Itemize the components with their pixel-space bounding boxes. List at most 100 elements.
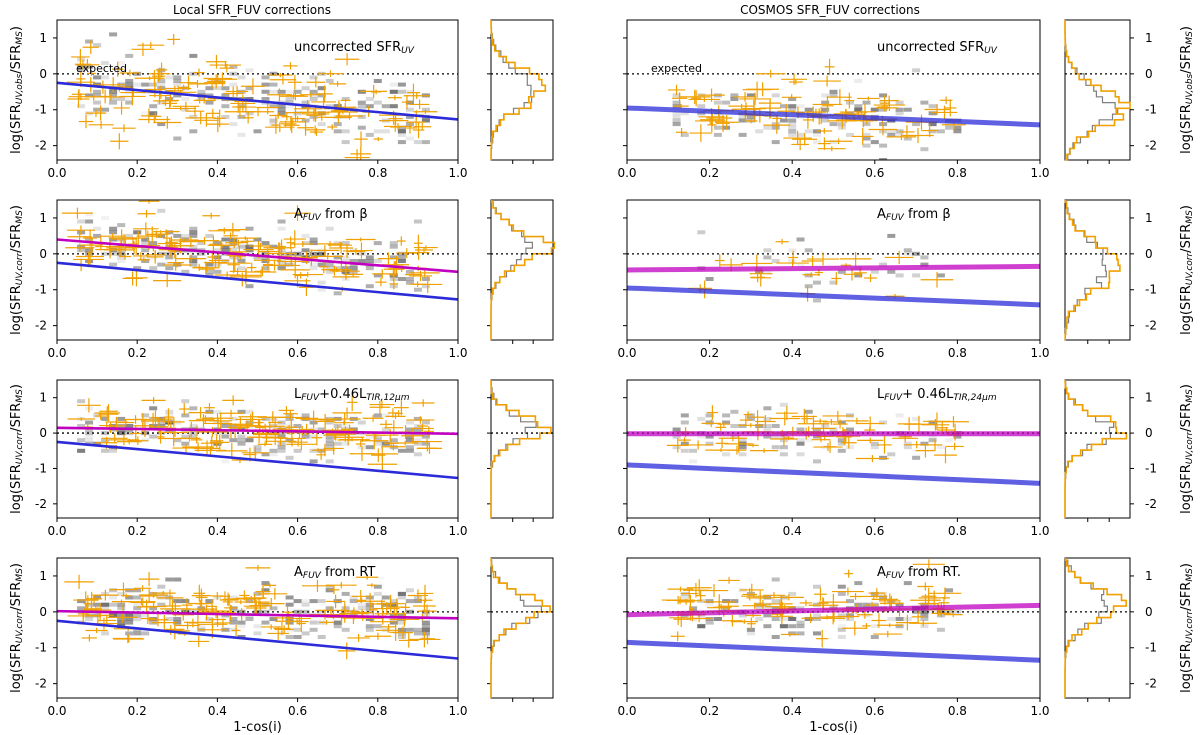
data-point — [245, 269, 277, 275]
density-cell — [879, 262, 888, 267]
density-cell — [796, 427, 805, 432]
data-point — [286, 438, 317, 450]
y-tick-label: 0 — [39, 67, 47, 81]
density-cell — [870, 140, 879, 145]
density-cell — [205, 86, 214, 91]
data-point — [254, 266, 271, 277]
density-cell — [928, 122, 937, 127]
density-cell — [821, 100, 830, 105]
density-cell — [197, 251, 206, 256]
density-cell — [389, 602, 398, 607]
data-point — [746, 590, 774, 605]
density-cell — [779, 118, 788, 123]
density-cell — [77, 606, 86, 611]
data-point — [81, 236, 103, 254]
density-cell — [157, 82, 166, 87]
density-cell — [333, 291, 342, 296]
density-cell — [125, 82, 134, 87]
density-cell — [405, 599, 414, 604]
density-cell — [854, 104, 863, 109]
density-cell — [149, 111, 158, 116]
density-cell — [117, 617, 126, 621]
density-cell — [261, 602, 270, 607]
data-point — [791, 138, 809, 151]
data-point — [73, 591, 99, 609]
data-point — [99, 233, 126, 240]
density-cell — [697, 230, 706, 235]
data-point — [149, 86, 170, 105]
x-tick-label: 0.8 — [368, 166, 387, 180]
density-cell — [157, 208, 166, 213]
density-cell — [421, 627, 430, 632]
data-point — [733, 92, 757, 102]
density-cell — [373, 584, 382, 589]
data-point — [396, 248, 418, 258]
data-point — [76, 247, 105, 266]
data-point — [218, 254, 251, 272]
density-cell — [277, 111, 286, 116]
density-cell — [397, 627, 406, 632]
data-point — [229, 268, 246, 275]
density-cell — [373, 273, 382, 278]
density-cell — [109, 93, 118, 98]
hist-data-step — [1064, 20, 1131, 161]
data-point — [82, 604, 91, 616]
density-cell — [846, 599, 854, 604]
data-point — [297, 119, 314, 136]
plot-area — [57, 200, 458, 301]
density-cell — [277, 219, 286, 224]
data-point — [769, 411, 801, 426]
data-point — [902, 127, 934, 144]
data-point — [112, 124, 136, 133]
density-cell — [165, 413, 174, 418]
density-cell — [895, 107, 904, 112]
density-cell — [796, 438, 805, 443]
density-cell — [109, 588, 118, 593]
density-cell — [253, 129, 262, 134]
density-cell — [413, 631, 422, 636]
density-cell — [133, 588, 142, 593]
density-cell — [253, 448, 262, 453]
data-point — [172, 444, 200, 453]
density-cell — [771, 93, 780, 98]
data-point — [337, 642, 356, 660]
density-cell — [261, 97, 270, 101]
data-point — [268, 72, 293, 78]
density-cell — [149, 434, 158, 439]
density-cell — [879, 420, 888, 425]
data-point — [417, 445, 438, 452]
data-point — [788, 250, 799, 265]
density-cell — [862, 136, 871, 141]
density-cell — [349, 259, 358, 263]
density-cell — [101, 251, 110, 256]
data-point — [895, 615, 919, 631]
density-cell — [317, 122, 326, 127]
density-cell — [293, 448, 302, 453]
data-point — [326, 594, 346, 609]
data-point — [409, 99, 430, 110]
data-point — [756, 69, 786, 78]
density-cell — [912, 122, 921, 127]
density-cell — [381, 104, 390, 109]
data-point — [135, 413, 151, 426]
density-cell — [333, 434, 342, 439]
density-cell — [763, 613, 772, 618]
density-cell — [920, 617, 929, 621]
data-point — [739, 583, 764, 597]
density-cell — [205, 93, 214, 98]
data-point — [262, 258, 274, 271]
density-cell — [413, 219, 422, 224]
density-cell — [730, 599, 739, 604]
density-cell — [846, 427, 854, 432]
density-cell — [854, 602, 863, 607]
hist-y-tick-label: 1 — [1145, 569, 1153, 583]
panel-cosmos-beta: 0.0 0.2 0.4 0.6 0.8 1.0 AFUV from β 1 0 -1 -2 log(S… — [617, 199, 1195, 360]
x-axis-label: 1-cos(i) — [233, 720, 282, 735]
data-point — [816, 128, 833, 134]
density-cell — [133, 631, 142, 636]
density-cell — [854, 79, 863, 83]
data-point — [153, 274, 182, 288]
density-cell — [85, 64, 94, 69]
density-cell — [333, 241, 342, 246]
density-cell — [261, 588, 270, 593]
